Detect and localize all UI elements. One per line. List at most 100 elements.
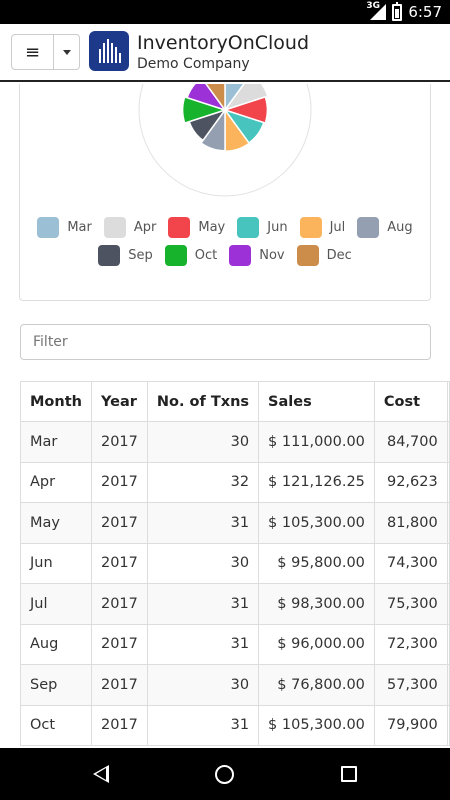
cell-txns: 32 — [146, 461, 260, 503]
cell-cost: 92,623 — [373, 461, 448, 503]
table-row[interactable]: Jul 2017 31 $ 98,300.00 75,300 — [20, 583, 450, 625]
legend-item-dec[interactable]: Dec — [296, 244, 352, 266]
cell-clipped — [446, 583, 450, 625]
table-row[interactable]: Aug 2017 31 $ 96,000.00 72,300 — [20, 623, 450, 665]
column-header-month[interactable]: Month — [20, 381, 92, 422]
signal-icon: 3G — [366, 1, 387, 20]
pie-slice-nov[interactable] — [186, 84, 227, 112]
home-icon[interactable] — [215, 764, 235, 784]
pie-slice-dec[interactable] — [203, 84, 226, 113]
network-type: 3G — [366, 1, 380, 11]
legend-item-jun[interactable]: Jun — [237, 216, 288, 238]
chart-legend: Mar Apr May Jun Jul Aug Sep Oct Nov Dec — [0, 216, 450, 272]
legend-swatch — [296, 244, 319, 266]
legend-swatch — [229, 244, 252, 266]
cell-clipped — [446, 502, 450, 544]
cell-year: 2017 — [90, 704, 148, 746]
table-row[interactable]: Apr 2017 32 $ 121,126.25 92,623 — [20, 461, 450, 503]
legend-label: Mar — [67, 219, 92, 235]
cell-cost: 72,300 — [373, 623, 448, 665]
legend-row: Sep Oct Nov Dec — [0, 244, 450, 266]
legend-swatch — [299, 216, 322, 238]
hamburger-icon[interactable]: ≡ — [12, 35, 54, 69]
cell-clipped — [446, 461, 450, 503]
legend-swatch — [164, 244, 187, 266]
legend-item-aug[interactable]: Aug — [357, 216, 413, 238]
legend-label: Apr — [133, 219, 157, 235]
chart-card — [19, 84, 431, 301]
legend-swatch — [237, 216, 260, 238]
cell-sales: $ 121,126.25 — [258, 461, 375, 503]
column-header-year[interactable]: Year — [90, 381, 148, 422]
caret-down-icon — [62, 49, 71, 55]
back-icon[interactable] — [93, 765, 110, 783]
cell-sales: $ 96,000.00 — [258, 623, 375, 665]
pie-slice-oct[interactable] — [181, 95, 228, 125]
filter-input[interactable] — [20, 324, 431, 360]
company-name: Demo Company — [137, 56, 250, 72]
cell-year: 2017 — [90, 664, 148, 706]
app-logo — [89, 31, 129, 71]
cell-clipped — [446, 664, 450, 706]
cell-year: 2017 — [90, 502, 148, 544]
pie-slice-may[interactable] — [222, 95, 269, 125]
legend-label: Oct — [194, 247, 218, 263]
cell-sales: $ 95,800.00 — [258, 542, 375, 584]
legend-item-jul[interactable]: Jul — [299, 216, 345, 238]
legend-item-apr[interactable]: Apr — [103, 216, 157, 238]
recent-apps-icon[interactable] — [340, 766, 357, 782]
legend-item-nov[interactable]: Nov — [229, 244, 285, 266]
legend-row: Mar Apr May Jun Jul Aug — [0, 216, 450, 238]
legend-label: Nov — [259, 247, 285, 263]
cell-sales: $ 111,000.00 — [258, 421, 375, 463]
cell-cost: 57,300 — [373, 664, 448, 706]
cell-txns: 31 — [146, 704, 260, 746]
cell-year: 2017 — [90, 623, 148, 665]
cell-txns: 30 — [146, 421, 260, 463]
table-row[interactable]: Oct 2017 31 $ 105,300.00 79,900 — [20, 704, 450, 746]
legend-swatch — [37, 216, 60, 238]
cell-cost: 74,300 — [373, 542, 448, 584]
cell-clipped — [446, 623, 450, 665]
legend-swatch — [357, 216, 380, 238]
cell-month: Mar — [20, 421, 92, 463]
legend-label: Jun — [267, 219, 288, 235]
cell-month: Jun — [20, 542, 92, 584]
status-bar: 3G 6:57 — [0, 0, 450, 24]
cell-month: Oct — [20, 704, 92, 746]
cell-txns: 30 — [146, 664, 260, 706]
legend-swatch — [98, 244, 121, 266]
legend-swatch — [168, 216, 191, 238]
pie-slice-apr[interactable] — [223, 84, 269, 112]
table-row[interactable]: May 2017 31 $ 105,300.00 81,800 — [20, 502, 450, 544]
legend-item-sep[interactable]: Sep — [98, 244, 153, 266]
cell-month: Apr — [20, 461, 92, 503]
legend-item-oct[interactable]: Oct — [164, 244, 218, 266]
column-header-sales[interactable]: Sales — [258, 381, 375, 422]
legend-item-may[interactable]: May — [168, 216, 225, 238]
menu-button-group[interactable]: ≡ — [11, 34, 80, 70]
cell-clipped — [446, 421, 450, 463]
dropdown-toggle[interactable] — [54, 35, 79, 69]
column-header-txns[interactable]: No. of Txns — [146, 381, 260, 422]
legend-item-mar[interactable]: Mar — [37, 216, 92, 238]
cell-txns: 30 — [146, 542, 260, 584]
clock: 6:57 — [408, 3, 442, 21]
cell-txns: 31 — [146, 583, 260, 625]
table-row[interactable]: Sep 2017 30 $ 76,800.00 57,300 — [20, 664, 450, 706]
cell-sales: $ 105,300.00 — [258, 502, 375, 544]
cell-year: 2017 — [90, 421, 148, 463]
cell-sales: $ 76,800.00 — [258, 664, 375, 706]
cell-cost: 79,900 — [373, 704, 448, 746]
legend-label: May — [198, 219, 226, 235]
table-row[interactable]: Mar 2017 30 $ 111,000.00 84,700 — [20, 421, 450, 463]
column-header-cost[interactable]: Cost — [373, 381, 448, 422]
pie-slice-aug[interactable] — [199, 107, 226, 152]
cell-month: Aug — [20, 623, 92, 665]
cell-year: 2017 — [90, 461, 148, 503]
cell-clipped — [446, 704, 450, 746]
table-row[interactable]: Jun 2017 30 $ 95,800.00 74,300 — [20, 542, 450, 584]
cell-month: May — [20, 502, 92, 544]
app-title: InventoryOnCloud — [137, 32, 310, 54]
